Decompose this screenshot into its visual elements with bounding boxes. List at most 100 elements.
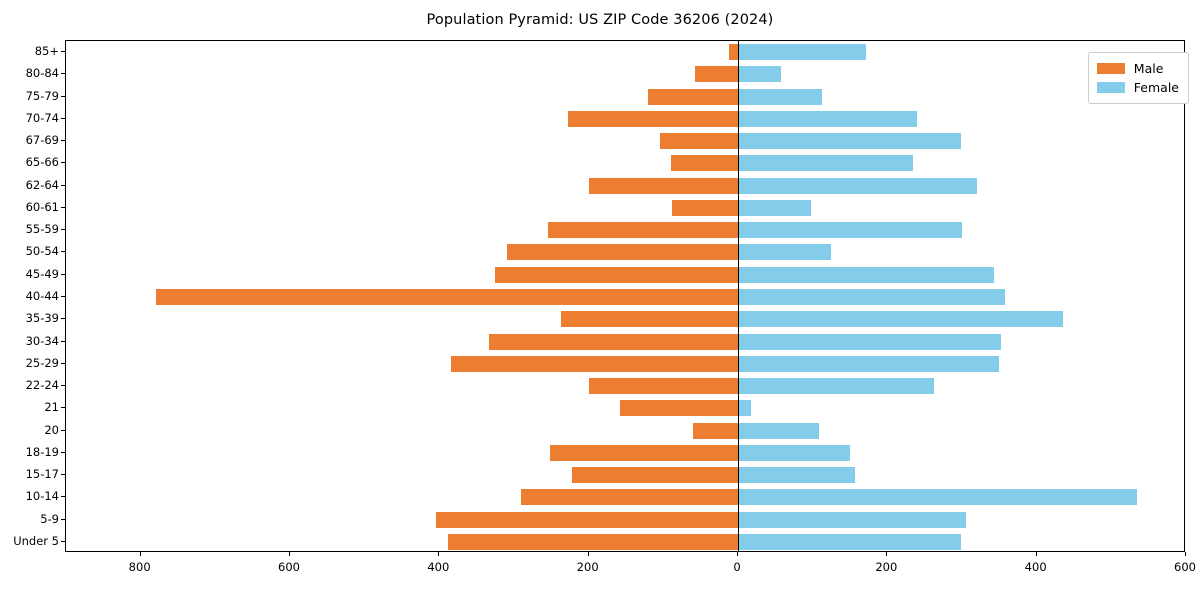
- bar-female: [738, 244, 832, 261]
- bar-female: [738, 467, 856, 484]
- bar-female: [738, 355, 1000, 372]
- x-axis-tick-mark: [438, 552, 440, 556]
- bar-row: [66, 533, 1184, 550]
- y-axis-tick-label: 22-24: [25, 378, 59, 393]
- x-axis-tick-label: 400: [1024, 560, 1047, 574]
- legend-entry-male: Male: [1096, 59, 1179, 78]
- page-title: Population Pyramid: US ZIP Code 36206 (2…: [426, 12, 774, 28]
- chart-legend: Male Female: [1087, 52, 1189, 104]
- bar-row: [66, 333, 1184, 350]
- y-axis-tick-label: 60-61: [25, 199, 59, 214]
- y-axis-tick-label: 5-9: [40, 511, 59, 526]
- bar-female: [738, 266, 995, 283]
- bar-male: [155, 288, 738, 305]
- legend-swatch-male-icon: [1096, 63, 1125, 74]
- bar-row: [66, 88, 1184, 105]
- legend-label-male: Male: [1133, 61, 1164, 76]
- bar-male: [659, 133, 738, 150]
- bar-male: [670, 155, 738, 172]
- bar-female: [738, 444, 850, 461]
- bar-row: [66, 489, 1184, 506]
- bar-female: [738, 511, 966, 528]
- bar-female: [738, 133, 961, 150]
- x-axis-tick-label: 600: [278, 560, 300, 574]
- y-axis-tick-label: 50-54: [25, 244, 59, 259]
- x-axis-tick-label: 600: [1174, 560, 1196, 574]
- bar-female: [738, 222, 962, 239]
- bar-row: [66, 378, 1184, 395]
- bar-male: [572, 467, 738, 484]
- bar-male: [693, 422, 738, 439]
- bar-female: [738, 333, 1001, 350]
- y-axis-tick-label: 21: [44, 400, 59, 415]
- bar-row: [66, 222, 1184, 239]
- bar-female: [738, 533, 961, 550]
- y-axis-tick-label: 70-74: [25, 110, 59, 125]
- x-axis-tick-label: 400: [427, 560, 450, 574]
- bar-male: [694, 66, 738, 83]
- x-axis-tick-mark: [1035, 552, 1037, 556]
- y-axis-tick-label: 20: [44, 422, 59, 437]
- bar-female: [738, 311, 1063, 328]
- bar-male: [729, 44, 738, 61]
- x-axis-tick-mark: [587, 552, 589, 556]
- bar-female: [738, 177, 977, 194]
- y-axis-tick-label: 62-64: [25, 177, 59, 192]
- plot-area: [65, 40, 1185, 552]
- y-axis-tick-label: 45-49: [25, 266, 59, 281]
- bar-female: [738, 422, 819, 439]
- legend-swatch-female-icon: [1096, 82, 1125, 93]
- x-axis-tick-label: 800: [128, 560, 151, 574]
- bar-male: [450, 355, 738, 372]
- bar-male: [648, 88, 738, 105]
- bar-row: [66, 422, 1184, 439]
- x-axis-tick-label: 0: [733, 560, 741, 574]
- bar-row: [66, 288, 1184, 305]
- bar-row: [66, 266, 1184, 283]
- bar-male: [435, 511, 738, 528]
- x-axis-tick-mark: [1185, 552, 1186, 556]
- bar-male: [672, 199, 738, 216]
- bar-male: [561, 311, 738, 328]
- y-axis-tick-label: 65-66: [25, 155, 59, 170]
- bar-row: [66, 511, 1184, 528]
- bar-male: [521, 489, 738, 506]
- bar-female: [738, 44, 867, 61]
- x-axis-tick-label: 200: [576, 560, 599, 574]
- bar-row: [66, 199, 1184, 216]
- bar-male: [506, 244, 738, 261]
- y-axis-tick-label: 75-79: [25, 88, 59, 103]
- y-axis-tick-label: 18-19: [25, 444, 59, 459]
- bar-female: [738, 66, 781, 83]
- bar-female: [738, 378, 934, 395]
- bar-female: [738, 155, 914, 172]
- x-axis-tick-mark: [886, 552, 888, 556]
- y-axis-tick-label: 40-44: [25, 289, 59, 303]
- bar-female: [738, 288, 1006, 305]
- bar-male: [588, 378, 738, 395]
- bar-row: [66, 311, 1184, 328]
- bars-layer: [66, 41, 1184, 551]
- bar-row: [66, 66, 1184, 83]
- bar-row: [66, 467, 1184, 484]
- bar-row: [66, 44, 1184, 61]
- legend-label-female: Female: [1133, 80, 1179, 95]
- zero-axis-line: [738, 41, 740, 551]
- y-axis-tick-label: 25-29: [25, 355, 59, 370]
- x-axis-tick-mark: [289, 552, 290, 556]
- x-axis-tick-mark: [737, 552, 738, 556]
- legend-entry-female: Female: [1096, 78, 1179, 97]
- y-axis-tick-label: 15-17: [25, 467, 59, 482]
- x-axis-tick-label: 200: [875, 560, 898, 574]
- bar-row: [66, 400, 1184, 417]
- bar-male: [489, 333, 738, 350]
- x-axis-tick-mark: [139, 552, 141, 556]
- bar-row: [66, 110, 1184, 127]
- bar-row: [66, 444, 1184, 461]
- bar-male: [448, 533, 738, 550]
- y-axis-tick-label: Under 5: [13, 533, 59, 548]
- y-axis-tick-label: 85+: [34, 44, 59, 59]
- bar-male: [567, 110, 738, 127]
- y-axis-tick-label: 35-39: [25, 311, 59, 326]
